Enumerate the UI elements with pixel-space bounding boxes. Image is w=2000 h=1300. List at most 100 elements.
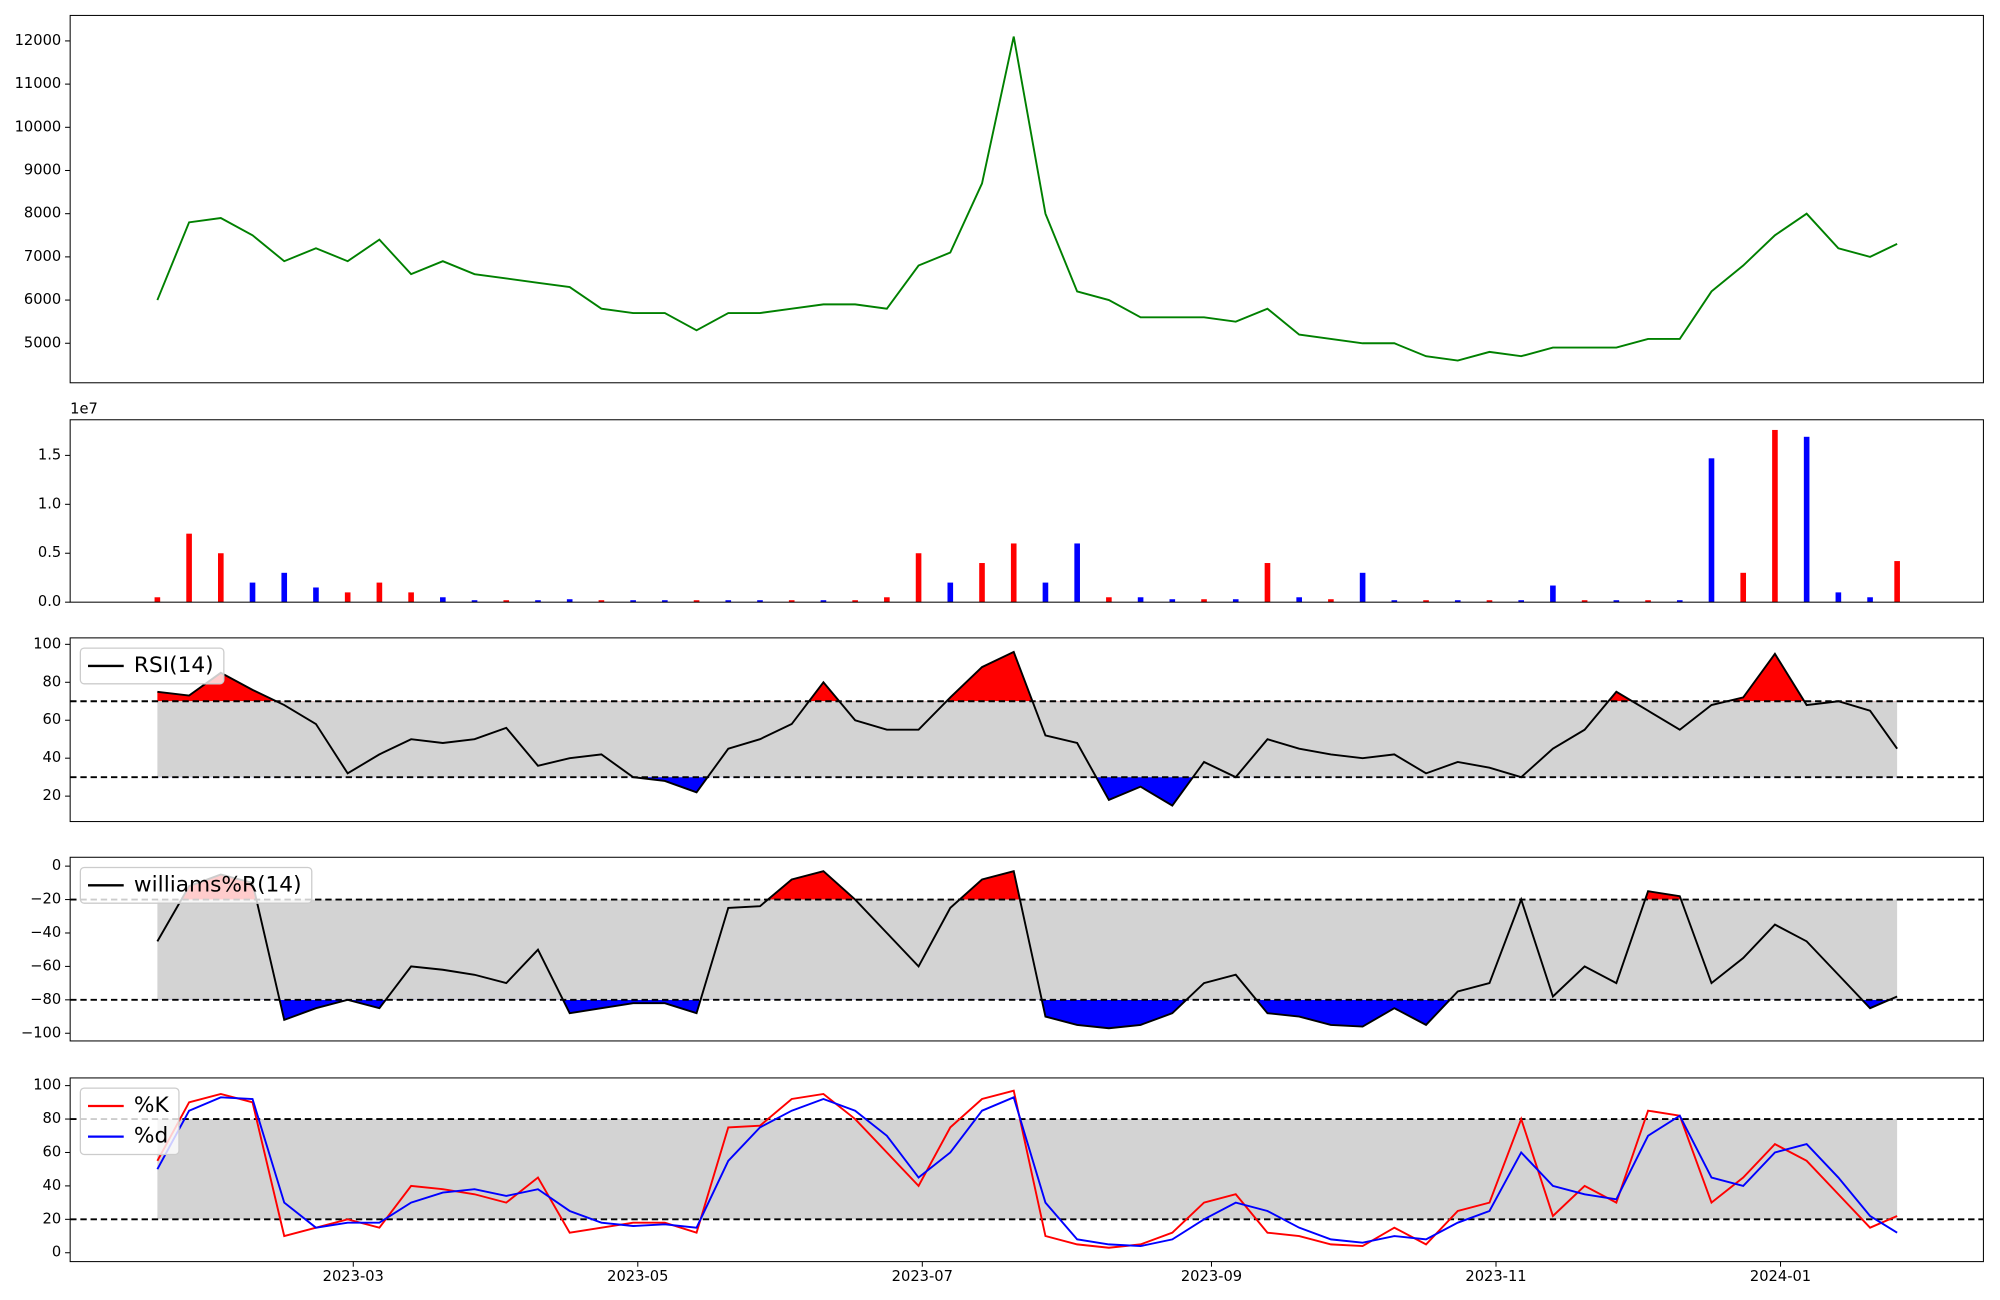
panel: 20 40 60 80 100 RSI(14)	[33, 635, 1984, 823]
volume-bar	[313, 587, 319, 603]
panel: 0 20 40 60 80 100 2023-03 2023-05 2023-07 2023-09…	[33, 1077, 1984, 1285]
legend-label: williams%R(14)	[134, 872, 302, 897]
volume-bar	[915, 553, 922, 603]
volume-bar	[1169, 599, 1176, 603]
volume-bar	[1010, 543, 1017, 603]
volume-bar	[1296, 597, 1302, 603]
y-tick-label: 80	[43, 1110, 62, 1127]
volume-bar	[979, 563, 985, 603]
axes-frame	[69, 856, 1984, 1042]
threshold-band	[157, 701, 1898, 778]
volume-bar	[1201, 599, 1207, 603]
volume-bar	[1550, 585, 1556, 603]
volume-bar	[154, 597, 161, 603]
y-tick-label: 20	[43, 1210, 62, 1227]
volume-bar	[725, 600, 732, 603]
legend: williams%R(14)	[79, 866, 313, 904]
y-tick-label: −80	[30, 991, 61, 1008]
volume-bar	[693, 600, 700, 603]
series-line	[156, 1089, 1898, 1249]
volume-bar	[947, 582, 954, 603]
legend-label: %d	[134, 1124, 168, 1149]
y-tick-label: 0.5	[38, 544, 61, 561]
volume-bar	[1518, 600, 1524, 603]
axes-frame	[69, 1077, 1984, 1263]
y-tick-label: 9000	[24, 161, 61, 178]
threshold-band	[157, 1119, 1898, 1220]
volume-bar	[218, 553, 224, 603]
volume-bar	[852, 600, 858, 603]
y-tick-label: 1.5	[38, 446, 61, 463]
x-tick-label: 2023-11	[1465, 1268, 1526, 1285]
series-line	[156, 1096, 1898, 1248]
y-tick-label: −100	[21, 1024, 61, 1041]
overbought-fill	[157, 651, 1805, 702]
volume-bar	[408, 592, 414, 603]
volume-bar	[820, 600, 827, 603]
y-tick-label: 40	[43, 1177, 62, 1194]
volume-bar	[1613, 600, 1620, 603]
volume-bar	[1391, 600, 1398, 603]
legend: %K %d	[79, 1087, 180, 1156]
volume-bar	[249, 582, 256, 603]
volume-bar	[1042, 582, 1049, 603]
offset-label: 1e7	[70, 401, 98, 418]
volume-bar	[1867, 597, 1873, 603]
y-tick-label: 100	[33, 1077, 61, 1094]
volume-bar	[1328, 599, 1334, 603]
volume-bar	[1708, 458, 1715, 603]
y-tick-label: 40	[43, 749, 62, 766]
x-tick-label: 2023-07	[892, 1268, 953, 1285]
y-tick-label: 11000	[15, 75, 62, 92]
volume-bar	[1645, 600, 1651, 603]
volume-bar	[1264, 563, 1271, 603]
x-tick-label: 2023-09	[1181, 1268, 1242, 1285]
volume-bar	[630, 600, 636, 603]
y-tick-label: −20	[30, 891, 61, 908]
axes-frame	[69, 14, 1984, 384]
volume-bar	[440, 597, 446, 603]
axes-frame	[69, 419, 1984, 603]
y-tick-label: 60	[43, 711, 62, 728]
axes-frame	[69, 637, 1984, 823]
y-tick-label: 0.0	[38, 593, 61, 610]
volume-bar	[1106, 597, 1112, 603]
y-tick-label: 0	[52, 1244, 61, 1261]
x-tick-label: 2023-05	[607, 1268, 668, 1285]
volume-bar	[1074, 543, 1080, 603]
volume-bar	[376, 582, 383, 603]
oversold-fill	[279, 999, 1890, 1029]
y-tick-label: 0	[52, 857, 61, 874]
y-tick-label: −40	[30, 924, 61, 941]
legend-label: %K	[134, 1093, 170, 1118]
panel: 0.0 0.5 1.0 1.5 1e7	[38, 401, 1984, 610]
volume-bar	[1137, 597, 1144, 603]
volume-bar	[1454, 600, 1461, 603]
y-tick-label: 12000	[15, 32, 62, 49]
volume-bar	[1772, 429, 1778, 603]
volume-bar	[884, 597, 890, 603]
y-tick-label: 100	[33, 635, 61, 652]
volume-bar	[1232, 599, 1239, 603]
volume-bar	[1894, 561, 1900, 603]
volume-bar	[503, 600, 510, 603]
y-tick-label: 5000	[24, 334, 61, 351]
volume-bar	[788, 600, 795, 603]
y-tick-label: 80	[43, 673, 62, 690]
x-tick-label: 2023-03	[323, 1268, 384, 1285]
legend-box	[79, 1087, 180, 1156]
volume-bar	[566, 599, 573, 603]
x-tick-label: 2024-01	[1750, 1268, 1811, 1285]
legend: RSI(14)	[79, 647, 225, 685]
y-tick-label: 60	[43, 1143, 62, 1160]
volume-bar	[757, 600, 763, 603]
panel: −100 −80 −60 −40 −20 0 williams%R(14)	[21, 856, 1984, 1042]
volume-bar	[1676, 600, 1683, 603]
volume-bar	[344, 592, 351, 603]
legend-label: RSI(14)	[134, 653, 214, 678]
volume-bar	[1423, 600, 1429, 603]
series-line	[156, 869, 1898, 1030]
y-tick-label: 20	[43, 787, 62, 804]
volume-bar	[471, 600, 478, 603]
